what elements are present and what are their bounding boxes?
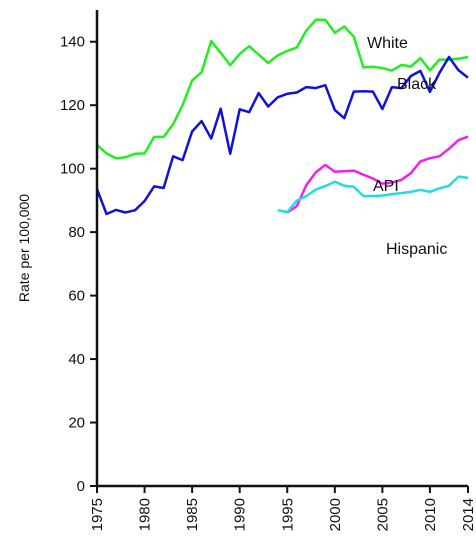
x-tick-label: 2014: [460, 498, 476, 531]
series-line-hispanic: [277, 175, 469, 214]
x-tick-label: 2000: [327, 498, 344, 531]
x-axis-ticks: 1975 1980 1985 1990 1995 2000 2005 2010 2014: [89, 486, 476, 531]
y-tick-label: 120: [60, 97, 85, 114]
series-line-white: [96, 18, 469, 160]
y-tick-label: 0: [77, 478, 85, 495]
y-tick-label: 40: [68, 351, 85, 368]
x-tick-label: 2005: [374, 498, 391, 531]
x-tick-label: 1990: [232, 498, 249, 531]
series-labels: White Black API Hispanic: [367, 35, 447, 258]
series-line-api: [286, 135, 469, 214]
series-label-api: API: [373, 178, 399, 195]
series-label-black: Black: [397, 76, 437, 93]
y-tick-label: 20: [68, 415, 85, 432]
y-axis-title: Rate per 100,000: [16, 194, 32, 302]
x-tick-label: 1975: [89, 498, 106, 531]
x-tick-label: 1995: [279, 498, 296, 531]
y-tick-label: 80: [68, 224, 85, 241]
y-tick-label: 140: [60, 34, 85, 51]
y-tick-label: 60: [68, 288, 85, 305]
series-label-hispanic: Hispanic: [386, 241, 447, 258]
x-tick-label: 1980: [137, 498, 154, 531]
series-lines: [95, 18, 469, 216]
x-tick-label: 2010: [422, 498, 439, 531]
series-label-white: White: [367, 35, 408, 52]
y-tick-label: 100: [60, 161, 85, 178]
series-line-black: [95, 55, 469, 216]
y-axis-ticks: 0 20 40 60 80 100 120 140: [60, 34, 97, 495]
x-tick-label: 1985: [184, 498, 201, 531]
